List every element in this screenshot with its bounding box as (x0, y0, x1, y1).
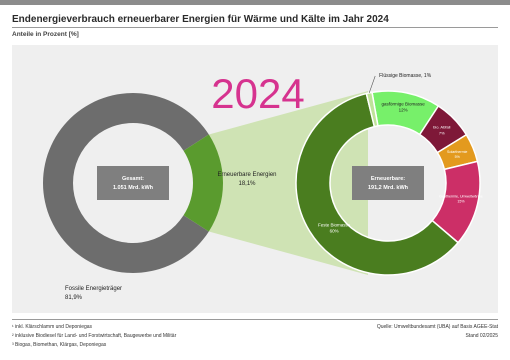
source-note: Quelle: Umweltbundesamt (UBA) auf Basis … (376, 324, 498, 330)
left-center-box (97, 166, 169, 200)
left-center-text: Gesamt: 1.051 Mrd. kWh (113, 176, 154, 191)
right-center-text: Erneuerbare: 191,2 Mrd. kWh (368, 176, 409, 191)
footnote-2: ² inklusive Biodiesel für Land- und Fors… (12, 333, 177, 339)
label-renewable: Erneuerbare Energien 18,1% (217, 172, 276, 187)
slice-feste-biomasse (295, 92, 460, 276)
chart-title: Endenergieverbrauch erneuerbarer Energie… (12, 14, 389, 25)
label-gas-biomass: gasförmige Biomasse 12% (381, 102, 425, 113)
label-geothermie: Geothermie, Umweltwärme 15% (439, 194, 483, 203)
label-fluessige-biomasse: Flüssige Biomasse, 1% (379, 73, 432, 79)
right-center-box (352, 166, 424, 200)
slice-erneuerbare-energien (183, 134, 223, 232)
year-label: 2024 (211, 70, 304, 117)
chart-subtitle: Anteile in Prozent [%] (12, 31, 79, 38)
footer-divider (12, 319, 498, 320)
slice-fl-ssige-biomasse (365, 91, 379, 128)
leader-line (368, 75, 376, 94)
label-fossil: Fossile Energieträger 81,9% (65, 286, 122, 301)
footnote-1: ¹ inkl. Klärschlamm und Deponiegas (12, 324, 93, 330)
label-solarthermie: Solarthermie 5% (447, 150, 467, 159)
label-feste-biomasse: Feste Biomasse 60% (318, 222, 351, 233)
slice-fossile-energietr-ger (42, 93, 209, 273)
footnote-3: ³ Biogas, Biomethan, Klärgas, Deponiegas (12, 342, 107, 348)
title-divider (12, 27, 498, 28)
status-note: Stand 02/2025 (465, 333, 498, 339)
label-bio-abfall: bio. Abfall 7% (433, 125, 450, 136)
top-bar (0, 0, 510, 5)
